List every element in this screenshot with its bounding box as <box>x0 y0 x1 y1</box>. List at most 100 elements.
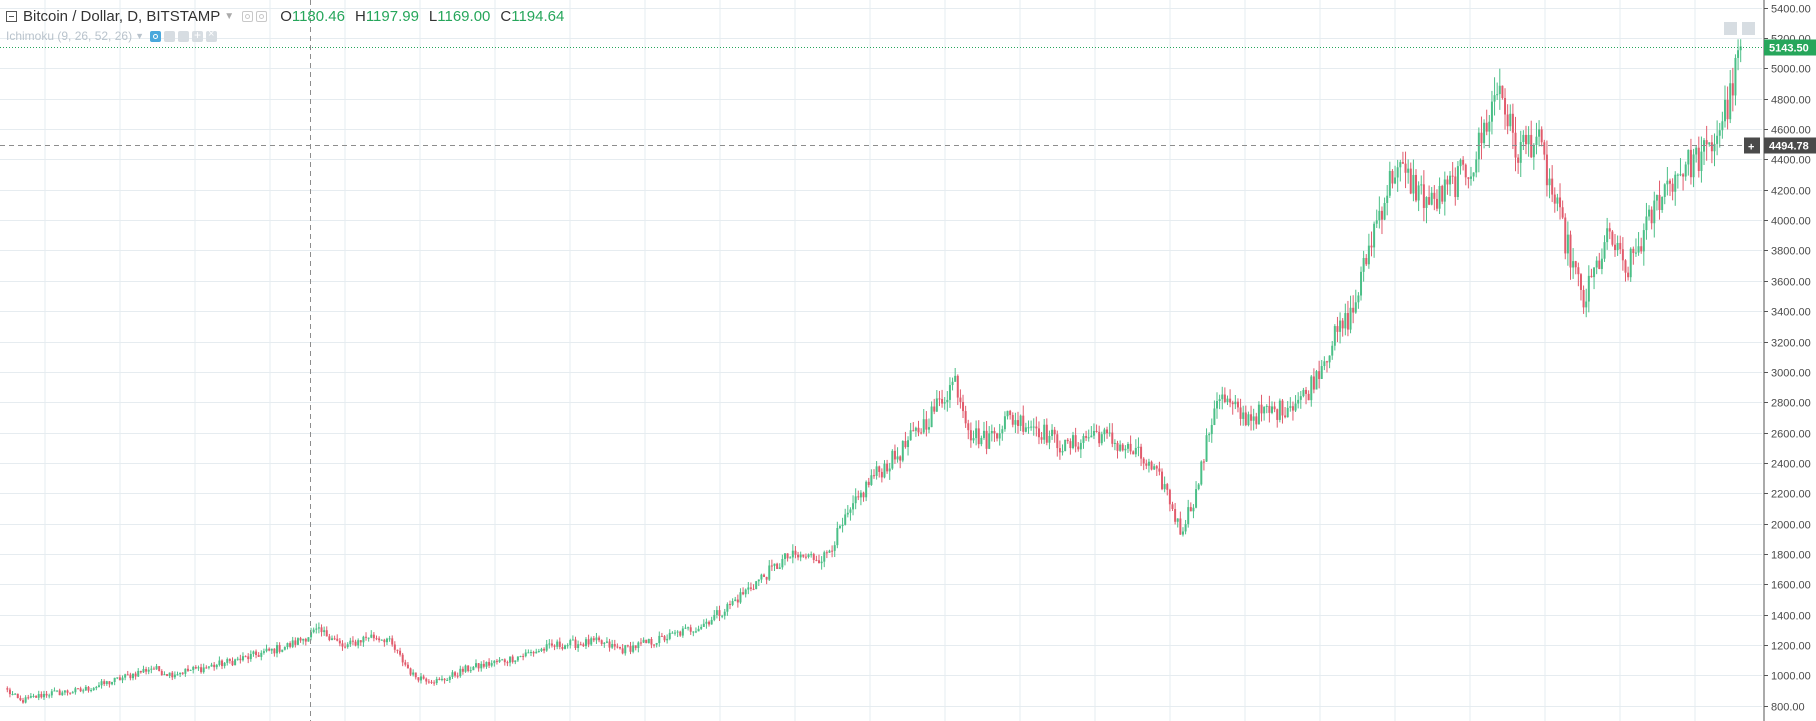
candle-body <box>241 656 244 661</box>
candle <box>831 545 834 558</box>
candle-body <box>642 639 645 643</box>
candle <box>456 672 459 679</box>
candle-body <box>658 635 661 644</box>
candle-body <box>53 690 56 692</box>
candle <box>414 672 417 680</box>
candle <box>1524 125 1527 155</box>
candle-body <box>702 623 705 627</box>
candle-body <box>962 401 965 412</box>
candle-body <box>1166 484 1169 490</box>
indicator-name[interactable]: Ichimoku (9, 26, 52, 26) <box>6 29 133 43</box>
candle <box>920 428 923 435</box>
candle <box>1019 414 1022 432</box>
candle <box>145 666 148 675</box>
y-tick-label: 1000.00 <box>1771 671 1811 683</box>
candle-body <box>1161 471 1164 490</box>
indicator-eye-icon[interactable] <box>150 30 161 42</box>
indicator-chevron-icon[interactable]: ▼ <box>135 31 144 41</box>
candle-body <box>655 643 658 645</box>
candle-body <box>943 402 946 404</box>
candle <box>495 658 498 665</box>
candle <box>1721 111 1724 139</box>
candle <box>158 666 161 672</box>
candle-body <box>747 587 750 590</box>
candle-body <box>1171 504 1174 510</box>
candle <box>1320 359 1323 380</box>
candle <box>645 639 648 644</box>
candle <box>1045 418 1048 446</box>
candle-body <box>1464 164 1467 178</box>
candle <box>1221 386 1224 410</box>
candle-body <box>1530 134 1533 158</box>
candle-body <box>63 690 66 693</box>
candle-body <box>118 677 121 681</box>
candle-body <box>139 670 142 673</box>
candle-body <box>608 641 611 648</box>
candle-body <box>1666 180 1669 185</box>
candle-body <box>1090 435 1093 438</box>
candle-body <box>464 665 467 672</box>
candle-body <box>171 672 174 678</box>
candle-body <box>529 652 532 654</box>
candle-body <box>338 640 341 644</box>
symbol-title[interactable]: Bitcoin / Dollar, D, BITSTAMP <box>23 7 221 25</box>
candle <box>1556 193 1559 212</box>
candle-body <box>1032 426 1035 428</box>
candle-body <box>519 656 522 658</box>
candle-body <box>1629 248 1632 278</box>
crosshair-price-badge <box>1764 137 1816 154</box>
candle-body <box>247 656 250 660</box>
collapse-legend-icon[interactable] <box>6 10 17 22</box>
candle <box>95 685 98 691</box>
candle-body <box>56 690 59 692</box>
candle-body <box>362 636 365 643</box>
candle-body <box>77 688 80 690</box>
candle <box>566 643 569 649</box>
candle <box>430 679 433 684</box>
candle <box>1263 406 1266 421</box>
candle-body <box>1375 220 1378 224</box>
candle-body <box>427 681 430 683</box>
candle-body <box>213 664 216 668</box>
candle-body <box>111 682 114 685</box>
chevron-down-icon[interactable]: ▼ <box>224 10 235 22</box>
candle <box>1548 168 1551 199</box>
candle-body <box>1687 149 1690 165</box>
candle <box>1163 476 1166 493</box>
candle-body <box>383 639 386 643</box>
candle-body <box>1341 320 1344 329</box>
low-value: 1169.00 <box>437 7 491 25</box>
candle <box>893 444 896 464</box>
candle <box>1514 116 1517 172</box>
y-tick-label: 2600.00 <box>1771 429 1811 441</box>
candle <box>378 636 381 643</box>
settings-icon[interactable] <box>256 10 268 22</box>
candle <box>1140 443 1143 467</box>
indicator-settings-icon[interactable] <box>164 30 175 42</box>
indicator-remove-icon[interactable] <box>206 28 217 42</box>
eye-icon[interactable] <box>242 10 254 22</box>
candle-body <box>1566 234 1569 254</box>
candle-body <box>820 561 823 564</box>
candle-body <box>1469 176 1472 179</box>
candle-body <box>155 666 158 670</box>
candle-body <box>1017 420 1020 426</box>
candle <box>215 663 218 670</box>
candle <box>1278 398 1281 423</box>
y-tick-label: 1400.00 <box>1771 611 1811 623</box>
candle <box>179 672 182 678</box>
candle <box>904 431 907 449</box>
candle <box>1336 316 1339 343</box>
candle-body <box>485 661 488 667</box>
candle-body <box>1650 209 1653 224</box>
candle <box>1014 412 1017 433</box>
candle-body <box>116 677 119 679</box>
candle-body <box>516 656 519 661</box>
indicator-source-icon[interactable] <box>178 30 189 42</box>
indicator-add-icon[interactable] <box>192 28 203 42</box>
candle-body <box>1551 178 1554 195</box>
candle <box>760 573 763 583</box>
candle <box>595 632 598 644</box>
